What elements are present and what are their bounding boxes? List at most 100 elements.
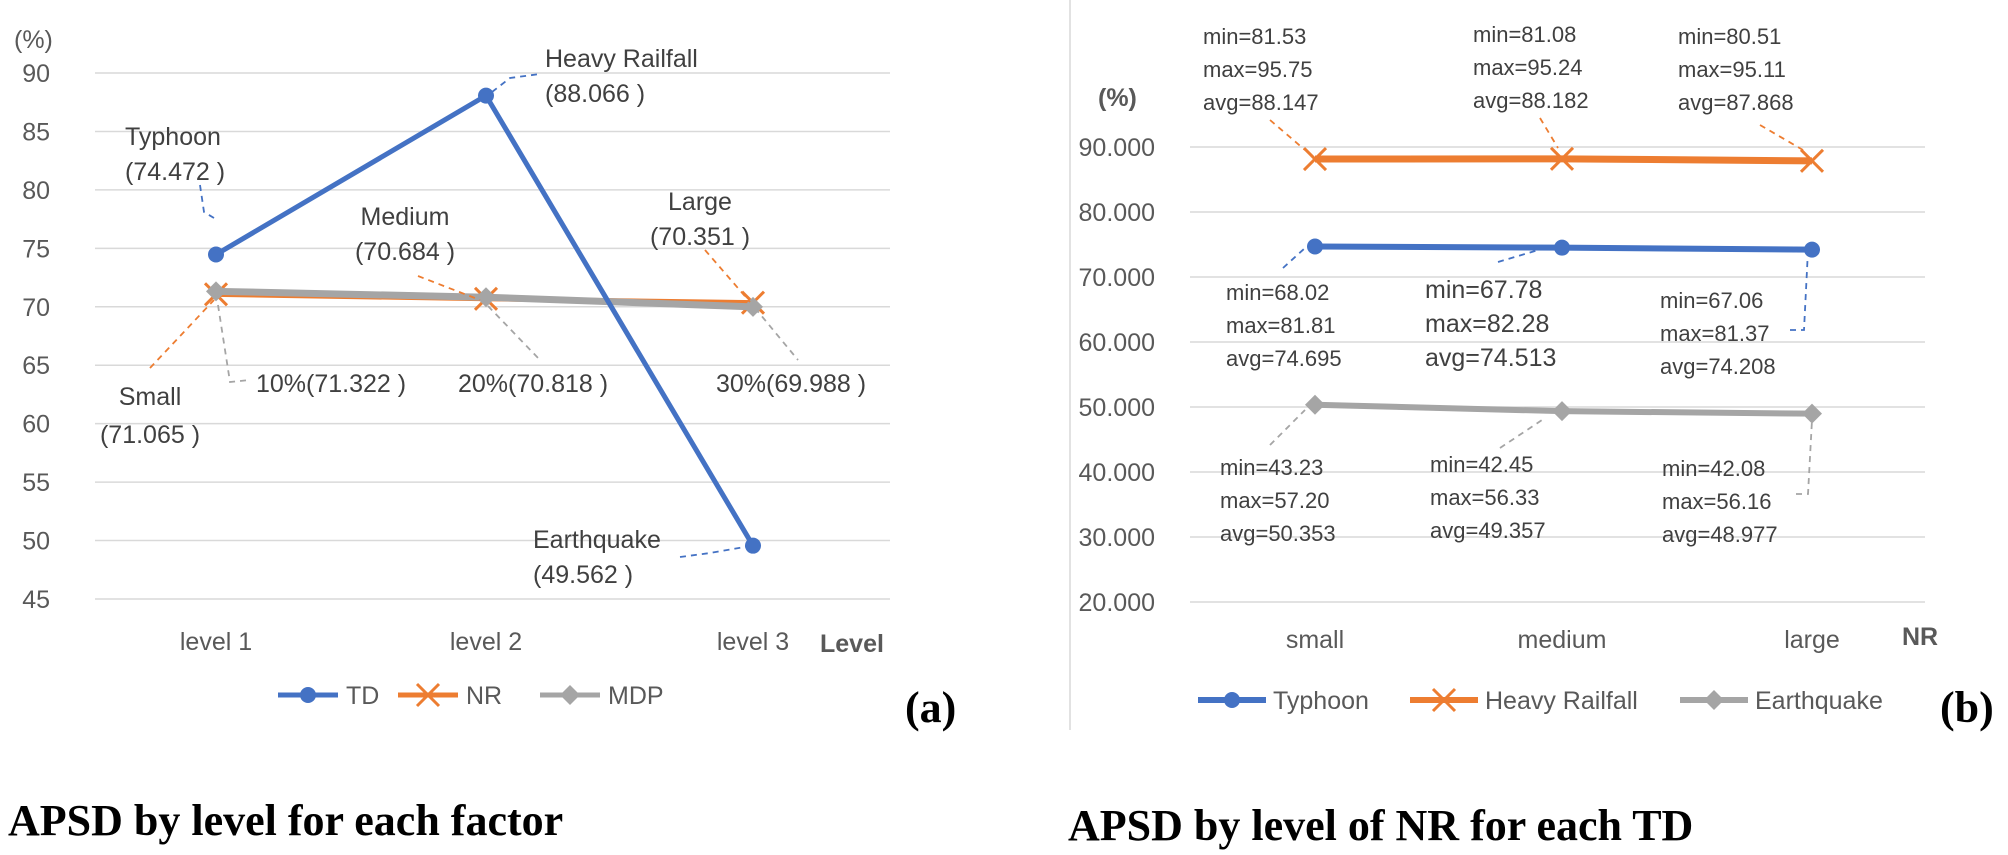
leader-large — [704, 249, 751, 303]
data-point-typhoon — [1554, 239, 1570, 256]
label-hr-large-line-1: min=80.51 — [1678, 24, 1781, 49]
label-eq-large-line-2: max=56.16 — [1662, 489, 1771, 514]
label-heavy-railfall-line-2: (88.066 ) — [545, 80, 645, 108]
label-mdp-30: 30%(69.988 ) — [716, 370, 866, 398]
label-mdp-10: 10%(71.322 ) — [256, 370, 406, 398]
x-tick-label: level 3 — [717, 628, 789, 656]
data-point-earthquake — [1802, 403, 1822, 424]
y-tick-label: 60.000 — [1079, 329, 1155, 357]
label-eq-medium-line-1: min=42.45 — [1430, 452, 1533, 477]
leader-hr-small — [1269, 119, 1306, 151]
series-line-td — [214, 93, 756, 547]
data-point-mdp — [476, 287, 496, 308]
data-point-td — [208, 246, 224, 263]
y-axis-unit: (%) — [14, 26, 53, 54]
legend-label-td: TD — [346, 682, 379, 710]
label-ty-small-line-1: min=68.02 — [1226, 280, 1329, 305]
y-tick-label: 50.000 — [1079, 394, 1155, 422]
leader-typhoon — [199, 184, 215, 219]
data-point-typhoon — [1804, 241, 1820, 258]
label-ty-large-line-3: avg=74.208 — [1660, 354, 1776, 379]
leader-mdp-30 — [754, 307, 799, 361]
leader-small — [149, 299, 215, 369]
y-axis-unit: (%) — [1098, 84, 1137, 112]
label-eq-small-line-2: max=57.20 — [1220, 488, 1329, 513]
label-eq-small-line-1: min=43.23 — [1220, 455, 1323, 480]
label-hr-medium-line-3: avg=88.182 — [1473, 88, 1589, 113]
y-tick-label: 80.000 — [1079, 199, 1155, 227]
legend-marker-td — [300, 687, 316, 703]
label-hr-small-line-2: max=95.75 — [1203, 57, 1312, 82]
label-hr-large-line-3: avg=87.868 — [1678, 90, 1794, 115]
y-tick-label: 65 — [22, 352, 50, 380]
label-typhoon-line-2: (74.472 ) — [125, 158, 225, 186]
label-small-line-1: Small — [119, 383, 182, 411]
data-point-heavy-railfall — [1799, 148, 1825, 173]
data-point-earthquake — [1305, 394, 1325, 415]
label-typhoon-line-1: Typhoon — [125, 123, 221, 151]
label-hr-large-line-2: max=95.11 — [1678, 57, 1786, 82]
x-tick-label: large — [1784, 626, 1840, 654]
label-ty-small-line-3: avg=74.695 — [1226, 346, 1342, 371]
leader-eq-medium — [1499, 417, 1546, 449]
panel-label-a: (a) — [905, 683, 956, 732]
label-heavy-railfall-line-1: Heavy Railfall — [545, 45, 698, 73]
y-tick-label: 50 — [22, 528, 50, 556]
y-tick-label: 40.000 — [1079, 459, 1155, 487]
label-ty-medium-line-1: min=67.78 — [1425, 276, 1542, 304]
data-point-td — [745, 537, 761, 554]
y-tick-label: 70 — [22, 294, 50, 322]
x-axis-title: Level — [820, 630, 884, 658]
data-point-earthquake — [1552, 401, 1572, 422]
legend-marker-earthquake — [1704, 690, 1724, 710]
leader-hr-large — [1759, 124, 1804, 151]
legend-label-typhoon: Typhoon — [1273, 687, 1369, 715]
label-medium-line-2: (70.684 ) — [355, 238, 455, 266]
y-tick-label: 80 — [22, 177, 50, 205]
label-hr-medium-line-1: min=81.08 — [1473, 22, 1576, 47]
label-eq-small-line-3: avg=50.353 — [1220, 521, 1336, 546]
data-point-typhoon — [1307, 238, 1323, 255]
leader-eq-small — [1269, 409, 1306, 446]
x-tick-label: small — [1286, 626, 1344, 654]
chart-b: 20.000 30.000 40.000 50.000 60.000 70.000 80.0… — [1079, 22, 1939, 715]
label-ty-large-line-2: max=81.37 — [1660, 321, 1769, 346]
y-tick-label: 85 — [22, 118, 50, 146]
caption-a: APSD by level for each factor — [8, 796, 563, 845]
legend-marker-heavy-railfall — [1431, 687, 1457, 713]
label-ty-large-line-1: min=67.06 — [1660, 288, 1763, 313]
leader-hr-medium — [1539, 117, 1559, 149]
x-tick-label: level 2 — [450, 628, 522, 656]
leader-ty-small — [1282, 247, 1306, 269]
legend-marker-typhoon — [1224, 692, 1240, 708]
y-tick-label: 60 — [22, 411, 50, 439]
label-small-line-2: (71.065 ) — [100, 421, 200, 449]
label-ty-small-line-2: max=81.81 — [1226, 313, 1335, 338]
label-ty-medium-line-3: avg=74.513 — [1425, 344, 1556, 372]
y-tick-label: 30.000 — [1079, 524, 1155, 552]
y-tick-label: 90.000 — [1079, 134, 1155, 162]
legend-label-earthquake: Earthquake — [1755, 687, 1883, 715]
y-tick-label: 45 — [22, 586, 50, 614]
x-tick-label: level 1 — [180, 628, 252, 656]
panel-label-b: (b) — [1940, 683, 1994, 732]
y-tick-label: 55 — [22, 469, 50, 497]
x-tick-label: medium — [1518, 626, 1607, 654]
data-point-mdp — [206, 281, 226, 302]
legend-label-nr: NR — [466, 682, 502, 710]
label-earthquake-line-2: (49.562 ) — [533, 561, 633, 589]
caption-b: APSD by level of NR for each TD — [1068, 801, 1693, 850]
label-hr-medium-line-2: max=95.24 — [1473, 55, 1582, 80]
legend-marker-mdp — [560, 685, 580, 705]
label-mdp-20: 20%(70.818 ) — [458, 370, 608, 398]
leader-earthquake — [679, 545, 751, 558]
label-eq-large-line-3: avg=48.977 — [1662, 522, 1778, 547]
data-point-mdp — [743, 296, 763, 317]
label-hr-small-line-1: min=81.53 — [1203, 24, 1306, 49]
leader-mdp-10 — [217, 304, 251, 383]
leader-heavy-railfall — [491, 73, 541, 93]
data-point-heavy-railfall — [1549, 146, 1575, 171]
y-tick-label: 20.000 — [1079, 589, 1155, 617]
legend-marker-nr — [415, 682, 441, 708]
